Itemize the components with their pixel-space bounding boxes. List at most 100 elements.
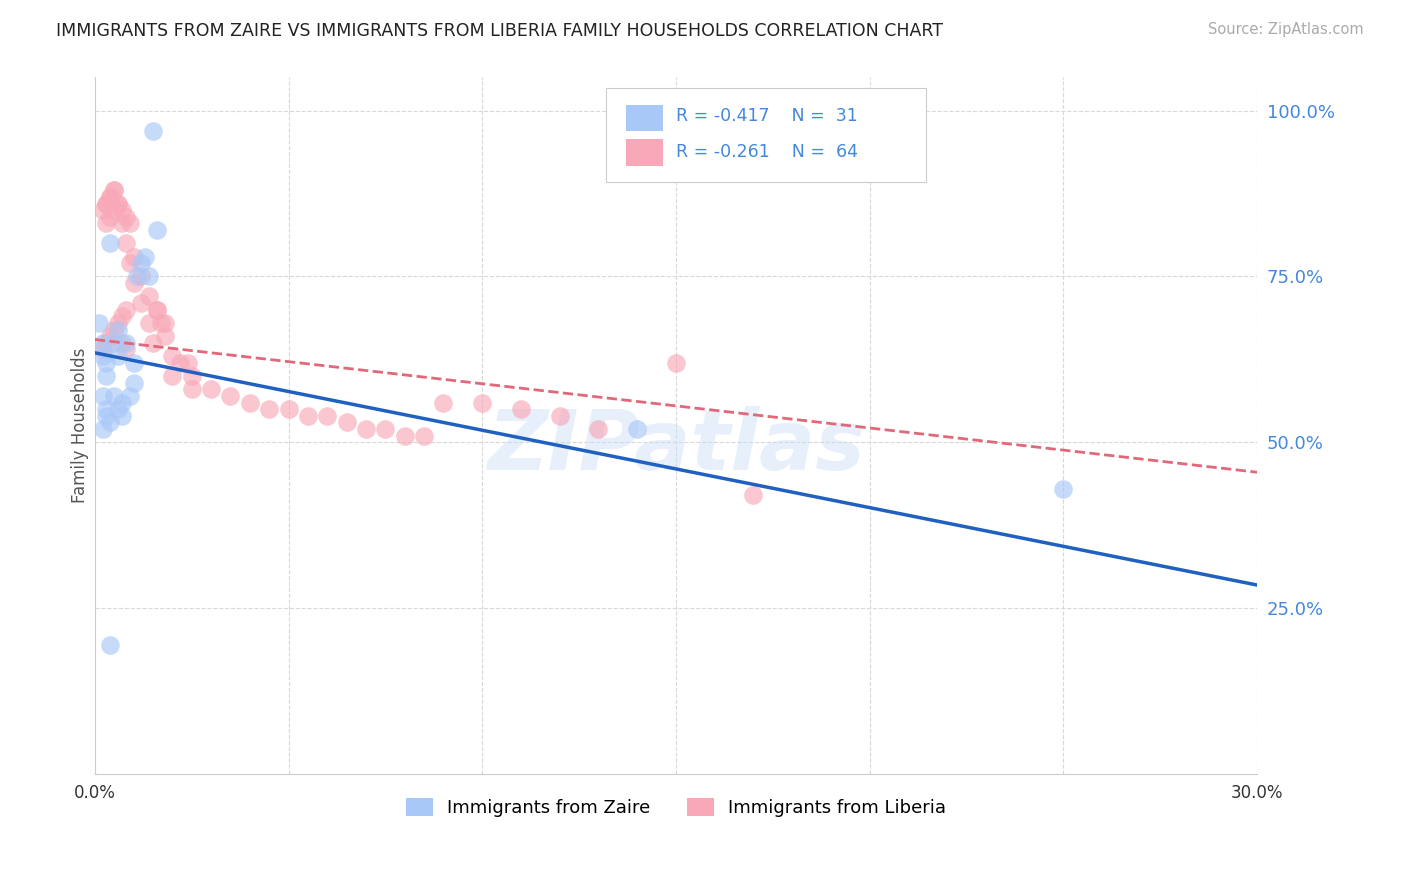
Point — [96, 356, 118, 370]
Point — [91, 343, 114, 357]
Point — [626, 422, 648, 436]
Point — [129, 296, 152, 310]
Point — [510, 402, 533, 417]
Point — [118, 216, 141, 230]
Point — [98, 190, 121, 204]
Point — [169, 356, 191, 370]
Point — [98, 210, 121, 224]
Point — [98, 638, 121, 652]
Text: Source: ZipAtlas.com: Source: ZipAtlas.com — [1208, 22, 1364, 37]
Text: ZIPatlas: ZIPatlas — [486, 406, 865, 487]
Point — [665, 356, 688, 370]
Point — [96, 196, 118, 211]
Point — [588, 422, 610, 436]
Point — [96, 402, 118, 417]
Point — [107, 402, 129, 417]
Point — [180, 369, 202, 384]
Point — [146, 302, 169, 317]
Point — [394, 428, 416, 442]
Point — [107, 196, 129, 211]
Point — [114, 236, 136, 251]
Point — [111, 409, 134, 423]
Point — [114, 343, 136, 357]
Point — [107, 322, 129, 336]
Point — [142, 335, 165, 350]
Bar — [626, 139, 664, 166]
Point — [103, 183, 125, 197]
Point — [103, 322, 125, 336]
Point — [103, 389, 125, 403]
Point — [87, 316, 110, 330]
Point — [118, 389, 141, 403]
Point — [111, 335, 134, 350]
Point — [114, 335, 136, 350]
Point — [153, 329, 176, 343]
Point — [103, 203, 125, 218]
Point — [129, 269, 152, 284]
Point — [1052, 482, 1074, 496]
Point — [177, 356, 200, 370]
Point — [336, 416, 359, 430]
Point — [142, 123, 165, 137]
Text: R = -0.417    N =  31: R = -0.417 N = 31 — [676, 107, 858, 125]
Point — [118, 256, 141, 270]
Point — [91, 335, 114, 350]
Point — [122, 356, 145, 370]
Point — [471, 395, 494, 409]
Point — [103, 335, 125, 350]
Point — [257, 402, 280, 417]
Point — [114, 210, 136, 224]
Point — [107, 349, 129, 363]
Point — [98, 416, 121, 430]
Point — [354, 422, 377, 436]
Point — [122, 276, 145, 290]
Point — [239, 395, 262, 409]
Point — [297, 409, 319, 423]
Point — [114, 302, 136, 317]
Point — [127, 269, 149, 284]
Point — [98, 329, 121, 343]
Point — [146, 223, 169, 237]
Point — [91, 203, 114, 218]
Point — [146, 302, 169, 317]
Point — [103, 183, 125, 197]
Point — [96, 409, 118, 423]
Point — [107, 316, 129, 330]
Point — [432, 395, 454, 409]
Point — [149, 316, 172, 330]
Point — [277, 402, 299, 417]
Point — [162, 369, 184, 384]
Point — [200, 382, 222, 396]
Point — [96, 369, 118, 384]
Point — [138, 289, 160, 303]
Point — [111, 216, 134, 230]
Point — [742, 488, 765, 502]
Point — [122, 250, 145, 264]
Legend: Immigrants from Zaire, Immigrants from Liberia: Immigrants from Zaire, Immigrants from L… — [398, 790, 953, 824]
Point — [129, 256, 152, 270]
Point — [134, 250, 156, 264]
Point — [111, 395, 134, 409]
Point — [153, 316, 176, 330]
Point — [138, 269, 160, 284]
Point — [219, 389, 242, 403]
Point — [91, 389, 114, 403]
Bar — [626, 104, 664, 131]
Point — [96, 196, 118, 211]
Point — [138, 316, 160, 330]
Text: IMMIGRANTS FROM ZAIRE VS IMMIGRANTS FROM LIBERIA FAMILY HOUSEHOLDS CORRELATION C: IMMIGRANTS FROM ZAIRE VS IMMIGRANTS FROM… — [56, 22, 943, 40]
FancyBboxPatch shape — [606, 88, 925, 182]
Point — [413, 428, 436, 442]
Point — [96, 216, 118, 230]
Point — [98, 190, 121, 204]
Text: R = -0.261    N =  64: R = -0.261 N = 64 — [676, 143, 858, 161]
Point — [111, 203, 134, 218]
Point — [122, 376, 145, 390]
Point — [180, 382, 202, 396]
Point — [111, 310, 134, 324]
Point — [548, 409, 571, 423]
Point — [96, 335, 118, 350]
Y-axis label: Family Households: Family Households — [72, 348, 89, 503]
Point — [316, 409, 339, 423]
Point — [98, 236, 121, 251]
